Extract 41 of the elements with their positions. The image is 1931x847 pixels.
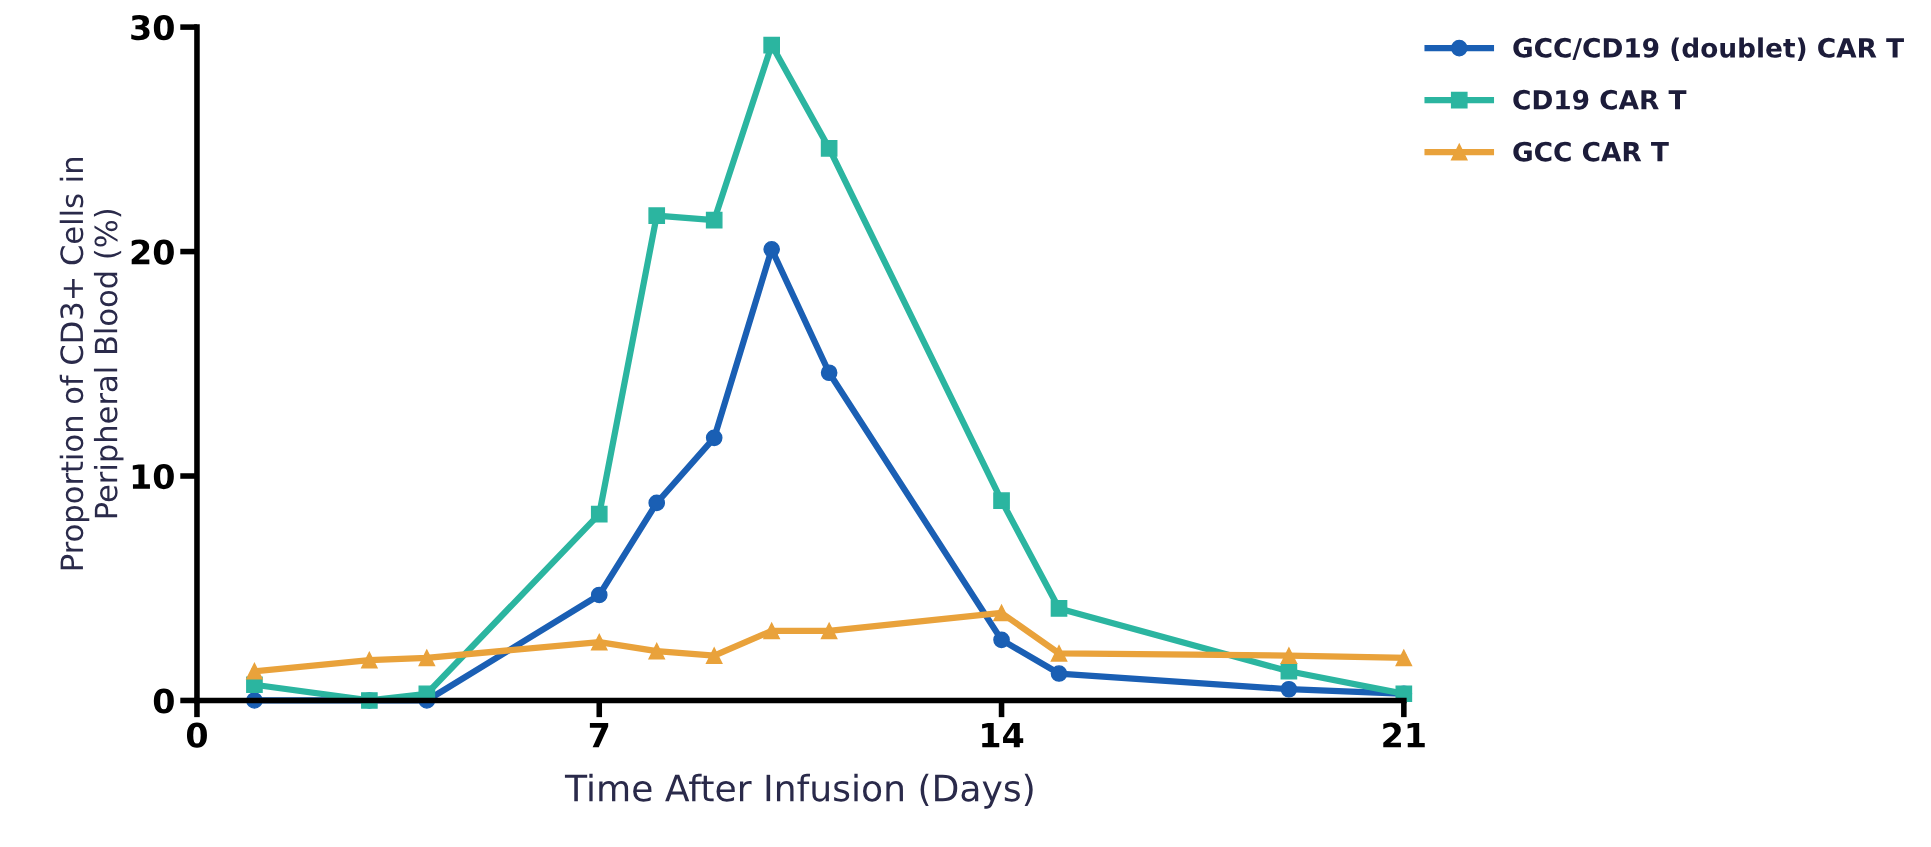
- x-tick-label: 0: [186, 722, 207, 748]
- point: [648, 207, 666, 224]
- point: [1395, 649, 1413, 667]
- y-axis-title: Proportion of CD3+ Cells in Peripheral Blood (%): [59, 158, 124, 570]
- point: [763, 622, 780, 640]
- point: [418, 649, 436, 667]
- point: [590, 505, 608, 523]
- point: [705, 647, 723, 664]
- x-tick-label: 14: [982, 723, 1024, 748]
- y-tick-label: 10: [132, 463, 174, 490]
- point: [648, 494, 666, 512]
- point: [1050, 644, 1068, 662]
- point: [246, 662, 263, 680]
- point: [820, 622, 838, 640]
- x-tick-label: 21: [1383, 722, 1425, 748]
- y-tick-label: 0: [153, 688, 174, 714]
- point: [590, 633, 608, 651]
- point: [361, 651, 378, 669]
- y-tick-label: 30: [131, 15, 174, 41]
- point: [763, 36, 780, 54]
- y-tick-label: 20: [131, 239, 174, 265]
- point: [590, 586, 608, 604]
- point: [993, 492, 1010, 510]
- legend-label: GCC/CD19 (doublet) CAR T: [1513, 37, 1904, 61]
- point: [993, 631, 1010, 649]
- point: [1280, 680, 1298, 698]
- point: [1050, 665, 1068, 682]
- point: [1280, 647, 1298, 664]
- x-axis-title: Time After Infusion (Days): [564, 773, 1033, 809]
- point: [763, 240, 780, 258]
- legend-label: GCC CAR T: [1513, 141, 1669, 162]
- point: [648, 642, 666, 660]
- point: [705, 211, 723, 229]
- legend-label: CD19 CAR T: [1513, 89, 1687, 110]
- point: [820, 139, 838, 157]
- x-tick-label: 7: [589, 723, 609, 748]
- point: [820, 364, 838, 382]
- point: [1280, 662, 1298, 680]
- point: [993, 604, 1010, 622]
- point: [1050, 600, 1068, 617]
- point: [705, 429, 723, 447]
